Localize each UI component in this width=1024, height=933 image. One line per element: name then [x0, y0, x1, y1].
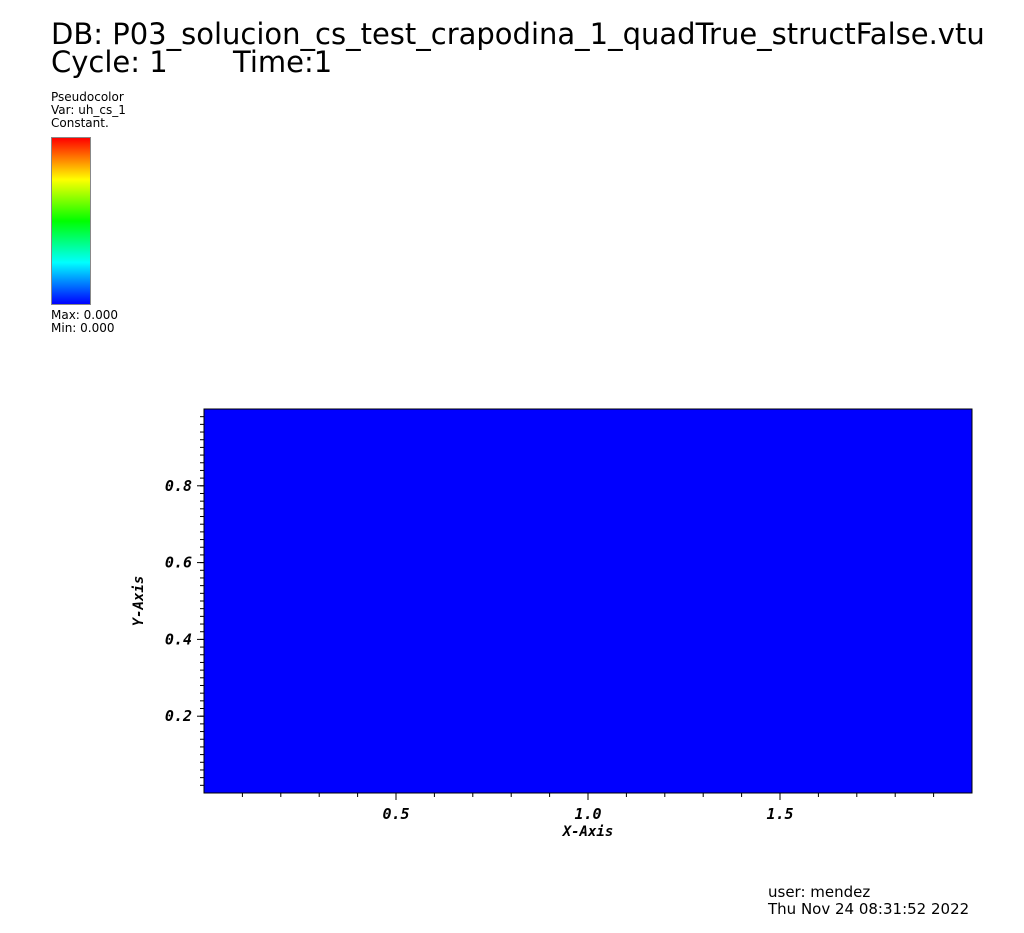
legend-plot-type: Pseudocolor — [51, 90, 124, 104]
scalar-field — [203, 408, 973, 794]
database-title: DB: P03_solucion_cs_test_crapodina_1_qua… — [51, 17, 985, 51]
x-tick-label: 1.5 — [766, 805, 793, 823]
y-tick-label: 0.6 — [165, 554, 192, 572]
y-axis-title: Y-Axis — [131, 576, 147, 627]
color-bar — [51, 137, 91, 305]
legend-variable: Var: uh_cs_1 — [51, 103, 126, 117]
x-axis-title: X-Axis — [562, 824, 614, 840]
cycle-time-line: Cycle: 1 Time:1 — [51, 45, 332, 79]
legend-min: Min: 0.000 — [51, 321, 115, 335]
user-info: user: mendez — [768, 883, 871, 901]
x-tick-label: 0.5 — [382, 805, 409, 823]
time-label: Time:1 — [233, 45, 333, 79]
legend-constant: Constant. — [51, 116, 109, 130]
y-tick-label: 0.4 — [165, 630, 192, 648]
timestamp: Thu Nov 24 08:31:52 2022 — [768, 900, 970, 918]
legend-max: Max: 0.000 — [51, 308, 119, 322]
cycle-label: Cycle: 1 — [51, 45, 168, 79]
y-tick-label: 0.2 — [165, 707, 192, 725]
y-tick-label: 0.8 — [165, 477, 192, 495]
x-tick-label: 1.0 — [574, 805, 601, 823]
